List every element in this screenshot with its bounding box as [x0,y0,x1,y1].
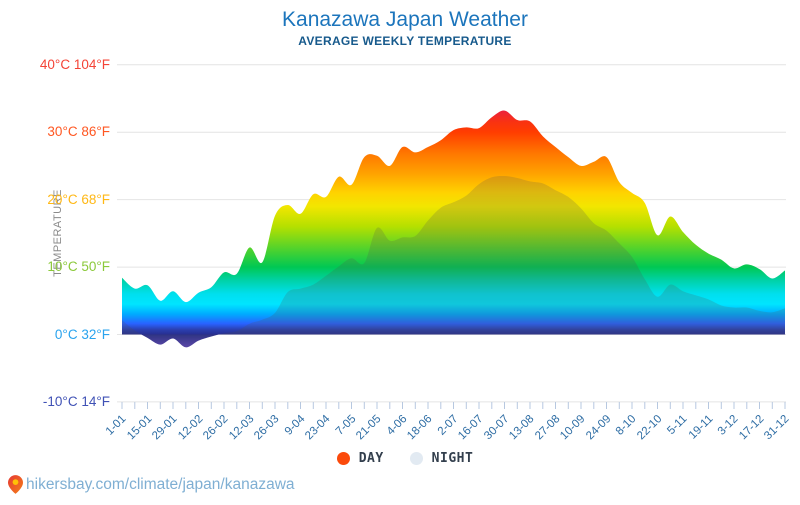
footer: hikersbay.com/climate/japan/kanazawa [8,475,295,494]
night-temperature-area-shade [122,175,785,348]
legend: DAY NIGHT [0,451,800,466]
day-marker-icon [336,452,350,465]
night-temperature-area [122,175,785,348]
y-axis-label: -10°C 14°F [42,393,110,409]
footer-link[interactable]: hikersbay.com/climate/japan/kanazawa [26,475,295,493]
chart-subtitle: AVERAGE WEEKLY TEMPERATURE [298,34,512,48]
location-pin-icon [8,475,23,494]
y-axis-label: 20°C 68°F [47,191,110,207]
y-axis-label: 10°C 50°F [47,259,110,275]
page-title: Kanazawa Japan Weather [282,8,528,31]
legend-item-day[interactable]: DAY [336,451,384,466]
legend-day-label: DAY [358,451,384,466]
legend-night-label: NIGHT [431,451,474,466]
legend-item-night[interactable]: NIGHT [409,451,474,466]
y-axis-label: 30°C 86°F [47,124,110,140]
night-marker-icon [409,452,423,465]
y-axis-label: 40°C 104°F [39,56,110,72]
y-axis-label: 0°C 32°F [54,326,110,342]
